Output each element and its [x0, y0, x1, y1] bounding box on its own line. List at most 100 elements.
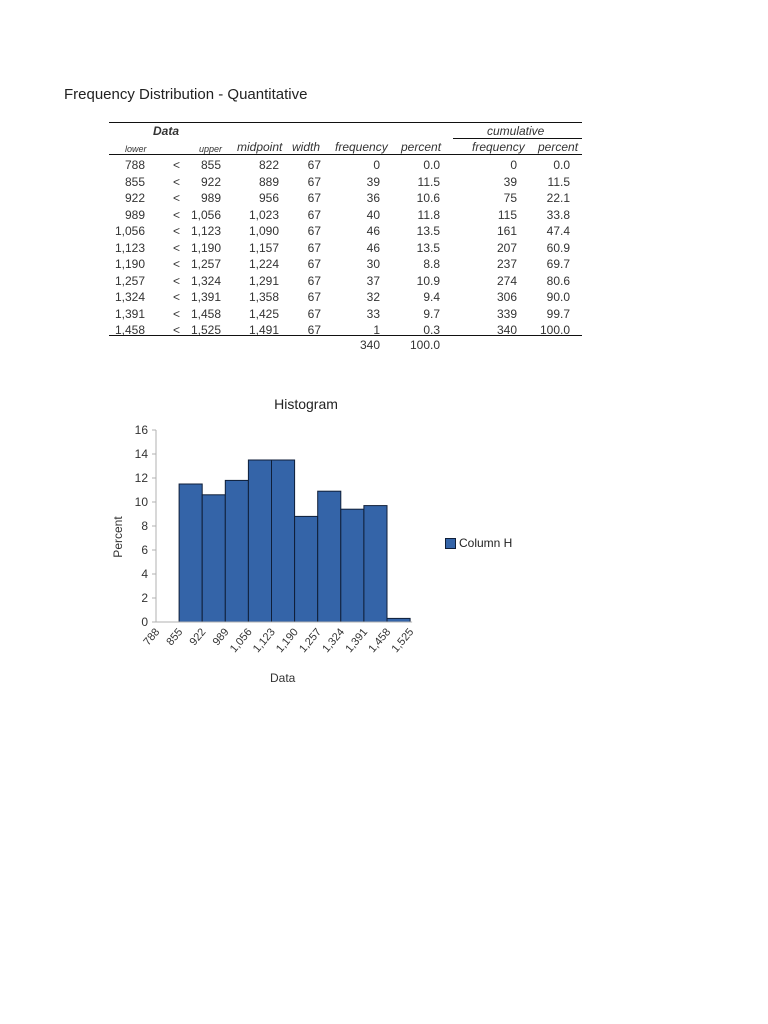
- cell-lower: 788: [124, 158, 145, 172]
- cell-midpoint: 889: [258, 174, 279, 189]
- cell-width: 67: [307, 290, 321, 304]
- histogram-chart: Histogram Percent 0 2 4 6 8 10 12 14 16 788 855 922…: [100, 390, 540, 700]
- header-percent: percent: [401, 140, 442, 154]
- page-title: Frequency Distribution - Quantitative: [64, 86, 308, 103]
- histogram-bar: [271, 459, 296, 623]
- total-frequency: 340: [359, 338, 380, 352]
- chart-plot-area: 0 2 4 6 8 10 12 14 16 788 855 922 9891,0561,1231,190…: [135, 423, 417, 655]
- cell-cum-frequency: 274: [496, 273, 517, 288]
- cell-width: 67: [307, 273, 321, 288]
- histogram-bar: [363, 505, 388, 623]
- cell-midpoint: 1,157: [248, 240, 279, 255]
- cell-frequency: 46: [366, 240, 380, 255]
- histogram-bar: [201, 494, 226, 623]
- cell-width: 67: [307, 158, 321, 172]
- legend-swatch-icon: [445, 537, 456, 549]
- cell-lt: <: [173, 174, 181, 189]
- chart-title: Histogram: [274, 396, 338, 412]
- cell-frequency: 0: [373, 158, 380, 172]
- cell-percent: 9.4: [423, 290, 440, 304]
- cell-upper: 1,056: [190, 207, 221, 222]
- cell-cum-frequency: 339: [496, 306, 517, 321]
- cell-width: 67: [307, 257, 321, 271]
- header-midpoint: midpoint: [237, 140, 283, 154]
- cell-upper: 1,391: [190, 290, 221, 304]
- cell-midpoint: 1,023: [248, 207, 279, 222]
- x-tick-label: 1,525: [390, 626, 417, 655]
- cell-upper: 1,190: [190, 240, 221, 255]
- cell-midpoint: 822: [258, 158, 279, 172]
- cell-frequency: 32: [366, 290, 380, 304]
- cell-percent: 0.0: [423, 158, 440, 172]
- cell-upper: 1,123: [190, 224, 221, 238]
- cell-lt: <: [173, 191, 181, 205]
- table-bottom-rule: [109, 335, 582, 336]
- cell-lt: <: [173, 273, 181, 288]
- x-tick-label: 1,190: [274, 626, 301, 655]
- cell-lt: <: [173, 240, 181, 255]
- cell-percent: 0.3: [423, 323, 440, 337]
- cell-frequency: 39: [366, 174, 380, 189]
- histogram-bar: [178, 483, 203, 623]
- cell-upper: 1,324: [190, 273, 221, 288]
- cell-lower: 1,324: [114, 290, 145, 304]
- histogram-bar: [224, 479, 249, 623]
- histogram-bar: [317, 490, 342, 623]
- cell-percent: 10.6: [416, 191, 440, 205]
- cell-percent: 13.5: [416, 224, 440, 238]
- cell-cum-frequency: 161: [496, 224, 517, 238]
- cell-cum-frequency: 0: [510, 158, 517, 172]
- y-tick-label: 8: [141, 519, 148, 533]
- header-upper: upper: [199, 144, 223, 154]
- cell-cum-frequency: 75: [503, 191, 517, 205]
- histogram-bar: [247, 459, 272, 623]
- cell-lower: 1,458: [114, 323, 145, 337]
- cell-lower: 1,190: [114, 257, 145, 271]
- x-tick-label: 1,324: [320, 626, 347, 655]
- cell-lt: <: [173, 207, 181, 222]
- y-tick-label: 4: [141, 567, 148, 581]
- cell-percent: 11.5: [417, 174, 440, 189]
- cell-percent: 13.5: [416, 240, 440, 255]
- x-tick-label: 922: [188, 626, 209, 648]
- cell-midpoint: 1,090: [248, 224, 279, 238]
- cell-lower: 1,056: [114, 224, 145, 238]
- cell-cum-percent: 80.6: [546, 273, 570, 288]
- cell-percent: 10.9: [416, 273, 440, 288]
- cell-cum-frequency: 340: [496, 323, 517, 337]
- cell-lt: <: [173, 257, 181, 271]
- cell-lower: 1,391: [114, 306, 145, 321]
- header-width: width: [292, 140, 321, 154]
- header-data: Data: [153, 124, 180, 138]
- cell-percent: 11.8: [417, 207, 440, 222]
- cell-frequency: 1: [373, 323, 380, 337]
- cell-upper: 922: [200, 174, 221, 189]
- x-tick-label: 1,123: [251, 626, 278, 655]
- x-tick-label: 1,257: [297, 626, 324, 655]
- cell-upper: 1,458: [190, 306, 221, 321]
- cell-lt: <: [173, 323, 181, 337]
- header-cum-frequency: frequency: [472, 140, 525, 154]
- cell-cum-percent: 22.1: [546, 191, 570, 205]
- cell-width: 67: [307, 323, 321, 337]
- cell-cum-percent: 33.8: [546, 207, 570, 222]
- cell-lower: 1,123: [114, 240, 145, 255]
- cell-frequency: 40: [366, 207, 380, 222]
- cell-upper: 1,525: [190, 323, 221, 337]
- cell-cum-frequency: 237: [496, 257, 517, 271]
- y-tick-label: 12: [135, 471, 149, 485]
- cell-lower: 922: [124, 191, 145, 205]
- cell-cum-percent: 60.9: [546, 240, 570, 255]
- cell-frequency: 37: [366, 273, 380, 288]
- cell-midpoint: 956: [258, 191, 279, 205]
- x-tick-label: 1,056: [228, 626, 255, 655]
- cell-width: 67: [307, 240, 321, 255]
- cell-percent: 8.8: [423, 257, 440, 271]
- y-tick-label: 16: [135, 423, 149, 437]
- cell-midpoint: 1,291: [248, 273, 279, 288]
- y-tick-label: 0: [141, 615, 148, 629]
- cell-upper: 989: [200, 191, 221, 205]
- total-percent: 100.0: [409, 338, 440, 352]
- cell-width: 67: [307, 174, 321, 189]
- cell-cum-percent: 100.0: [539, 323, 570, 337]
